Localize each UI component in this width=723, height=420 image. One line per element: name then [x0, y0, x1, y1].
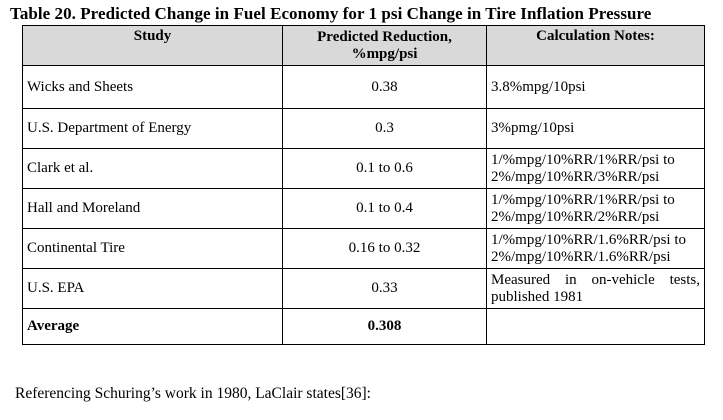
header-study: Study	[22, 25, 283, 66]
reduction-cell: 0.1 to 0.4	[282, 188, 487, 229]
notes-line2: published 1981	[491, 288, 584, 305]
table-row-average: Average 0.308	[22, 308, 705, 345]
header-reduction-line1: Predicted Reduction,	[317, 28, 452, 45]
reduction-cell: 0.1 to 0.6	[282, 148, 487, 189]
table-row: U.S. Department of Energy 0.3 3%pmg/10ps…	[22, 108, 705, 149]
reduction-cell: 0.38	[282, 65, 487, 109]
average-label-cell: Average	[22, 308, 283, 345]
average-value-cell: 0.308	[282, 308, 487, 345]
notes-line2: 2%/mpg/10%RR/2%RR/psi	[491, 208, 660, 225]
notes-cell: 3%pmg/10psi	[486, 108, 705, 149]
table-row: Continental Tire 0.16 to 0.32 1/%mpg/10%…	[22, 228, 705, 269]
notes-line1: 3.8%mpg/10psi	[491, 78, 586, 95]
table-row: Wicks and Sheets 0.38 3.8%mpg/10psi	[22, 65, 705, 109]
study-cell: Continental Tire	[22, 228, 283, 269]
study-cell: Clark et al.	[22, 148, 283, 189]
notes-cell: 1/%mpg/10%RR/1%RR/psi to 2%/mpg/10%RR/2%…	[486, 188, 705, 229]
study-cell: U.S. Department of Energy	[22, 108, 283, 149]
header-reduction: Predicted Reduction, %mpg/psi	[282, 25, 487, 66]
header-notes: Calculation Notes:	[486, 25, 705, 66]
header-notes-label: Calculation Notes:	[536, 28, 655, 44]
notes-line1: 1/%mpg/10%RR/1%RR/psi to	[491, 191, 675, 208]
header-reduction-line2: %mpg/psi	[351, 45, 418, 62]
table-row: Hall and Moreland 0.1 to 0.4 1/%mpg/10%R…	[22, 188, 705, 229]
notes-line1: 1/%mpg/10%RR/1.6%RR/psi to	[491, 231, 687, 248]
study-cell: U.S. EPA	[22, 268, 283, 309]
notes-cell: 1/%mpg/10%RR/1.6%RR/psi to 2%/mpg/10%RR/…	[486, 228, 705, 269]
average-notes-cell	[486, 308, 705, 345]
notes-line2: 2%/mpg/10%RR/1.6%RR/psi	[491, 248, 671, 265]
notes-line1: Measured in on-vehicle tests,	[491, 271, 700, 288]
study-cell: Hall and Moreland	[22, 188, 283, 229]
reduction-cell: 0.3	[282, 108, 487, 149]
notes-line1: 3%pmg/10psi	[491, 120, 575, 136]
reduction-cell: 0.33	[282, 268, 487, 309]
table-header-row: Study Predicted Reduction, %mpg/psi Calc…	[22, 25, 705, 66]
fuel-economy-table: Study Predicted Reduction, %mpg/psi Calc…	[22, 25, 705, 345]
notes-cell: 3.8%mpg/10psi	[486, 65, 705, 109]
table-row: Clark et al. 0.1 to 0.6 1/%mpg/10%RR/1%R…	[22, 148, 705, 189]
header-study-label: Study	[133, 28, 172, 44]
body-paragraph: Referencing Schuring’s work in 1980, LaC…	[15, 385, 371, 402]
notes-cell: Measured in on-vehicle tests, published …	[486, 268, 705, 309]
study-cell: Wicks and Sheets	[22, 65, 283, 109]
reduction-cell: 0.16 to 0.32	[282, 228, 487, 269]
notes-line2: 2%/mpg/10%RR/3%RR/psi	[491, 168, 660, 185]
table-row: U.S. EPA 0.33 Measured in on-vehicle tes…	[22, 268, 705, 309]
notes-line1: 1/%mpg/10%RR/1%RR/psi to	[491, 151, 675, 168]
table-title: Table 20. Predicted Change in Fuel Econo…	[10, 4, 652, 23]
notes-cell: 1/%mpg/10%RR/1%RR/psi to 2%/mpg/10%RR/3%…	[486, 148, 705, 189]
